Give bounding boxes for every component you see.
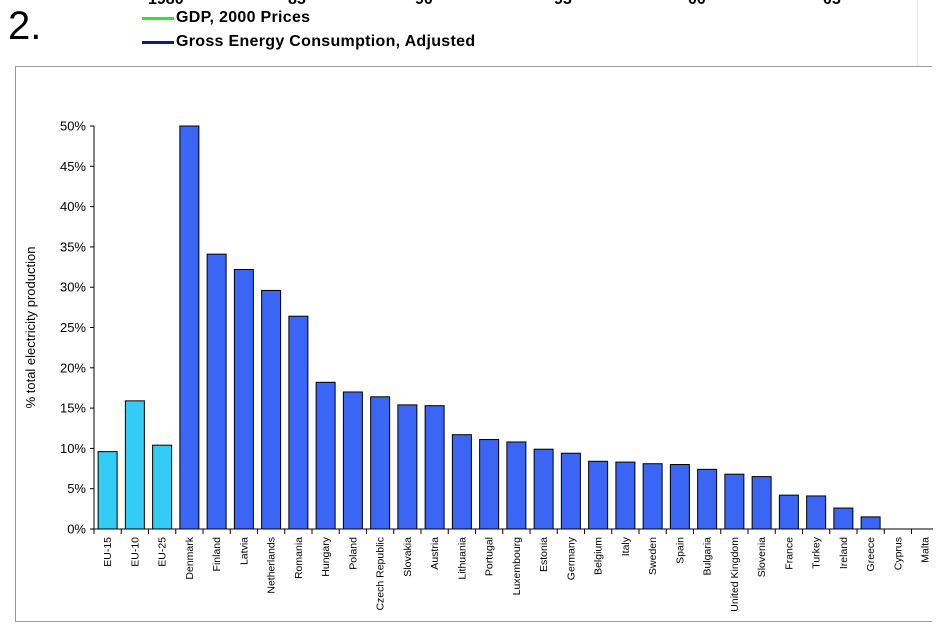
legend-item-gdp: GDP, 2000 Prices (142, 6, 475, 30)
x-tick-label: Belgium (593, 537, 605, 575)
legend: GDP, 2000 Prices Gross Energy Consumptio… (142, 6, 475, 54)
x-tick-label: Czech Republic (375, 537, 387, 611)
x-tick-label: Luxembourg (511, 537, 523, 596)
bar (315, 381, 336, 530)
bar (751, 476, 772, 530)
y-tick-label: 0% (67, 522, 86, 537)
x-tick-label: Bulgaria (702, 537, 714, 576)
bar (560, 452, 581, 530)
x-tick-label: Netherlands (266, 537, 278, 594)
bar (833, 507, 854, 530)
y-tick-label: 40% (60, 199, 86, 214)
bar (370, 396, 391, 530)
y-tick-label: 5% (67, 481, 86, 496)
bar (669, 464, 690, 530)
x-tick-label: Finland (211, 537, 223, 572)
x-tick-label: Germany (565, 536, 577, 580)
x-tick-label: Sweden (647, 537, 659, 575)
x-tick-label: Romania (293, 537, 305, 579)
year-tick: 95 (554, 0, 572, 9)
bar (506, 441, 527, 530)
bar (179, 125, 200, 530)
bar (424, 405, 445, 530)
x-tick-label: Cyprus (892, 537, 904, 570)
x-tick-label: France (783, 537, 795, 570)
x-tick-label: Portugal (484, 537, 496, 576)
bar (206, 253, 227, 530)
legend-swatch-energy (142, 40, 174, 44)
section-number: 2. (8, 4, 42, 48)
year-tick: 00 (688, 0, 706, 9)
x-tick-label: Greece (865, 537, 877, 572)
x-tick-label: United Kingdom (729, 537, 741, 612)
bar (124, 400, 145, 530)
x-tick-label: Austria (429, 537, 441, 570)
chart-frame: 0% 5% 10% 15% 20% 25% 30% 35% 40% 45% 50% % total e… (15, 66, 933, 622)
legend-item-energy: Gross Energy Consumption, Adjusted (142, 30, 475, 54)
legend-swatch-gdp (142, 16, 174, 20)
y-tick-label: 25% (60, 320, 86, 335)
legend-label-gdp: GDP, 2000 Prices (176, 9, 311, 26)
x-tick-label: Slovenia (756, 537, 768, 577)
bar (342, 391, 363, 530)
x-tick-label: Lithuania (456, 537, 468, 580)
y-axis-title: % total electricity production (23, 247, 38, 409)
bar-chart: 0% 5% 10% 15% 20% 25% 30% 35% 40% 45% 50% % total e… (23, 119, 933, 612)
bar (261, 289, 282, 530)
bar (697, 468, 718, 530)
bar (233, 268, 254, 530)
year-tick: 1980 (148, 0, 184, 9)
y-tick-label: 30% (60, 280, 86, 295)
bar (152, 444, 173, 530)
year-tick: 85 (288, 0, 306, 9)
y-tick-label: 35% (60, 239, 86, 254)
x-tick-label: Denmark (184, 536, 196, 579)
x-tick-label: EU-10 (129, 537, 141, 567)
legend-label-energy: Gross Energy Consumption, Adjusted (176, 33, 476, 50)
y-tick-label: 20% (60, 360, 86, 375)
bar (288, 315, 309, 530)
x-tick-label: Latvia (238, 537, 250, 565)
y-tick-label: 10% (60, 441, 86, 456)
bar (778, 494, 799, 530)
bar (97, 451, 118, 530)
timeline-axis-ticks: 1980 85 90 95 00 05 (140, 0, 860, 9)
x-tick-label: Italy (620, 536, 632, 556)
x-tick-label: Hungary (320, 536, 332, 576)
x-tick-label: Malta (920, 537, 932, 563)
y-tick-label: 45% (60, 159, 86, 174)
x-tick-label: Ireland (838, 537, 850, 569)
y-tick-label: 15% (60, 401, 86, 416)
divider (917, 0, 918, 66)
x-tick-label: Turkey (811, 536, 823, 568)
bar (860, 516, 881, 530)
y-tick-label: 50% (60, 119, 86, 134)
bar (642, 463, 663, 530)
x-tick-label: Estonia (538, 537, 550, 572)
bar (588, 460, 609, 530)
year-tick: 05 (823, 0, 841, 9)
x-tick-label: Poland (347, 537, 359, 570)
bar (451, 434, 472, 530)
x-tick-label: EU-25 (157, 537, 169, 567)
bar (615, 461, 636, 530)
bar (397, 404, 418, 530)
bar (724, 473, 745, 530)
bar (533, 448, 554, 530)
year-tick: 90 (415, 0, 433, 9)
x-tick-label: Slovakia (402, 537, 414, 577)
bar (479, 439, 500, 530)
bar (806, 495, 827, 530)
x-tick-label: Spain (674, 537, 686, 564)
x-tick-label: EU-15 (102, 537, 114, 567)
